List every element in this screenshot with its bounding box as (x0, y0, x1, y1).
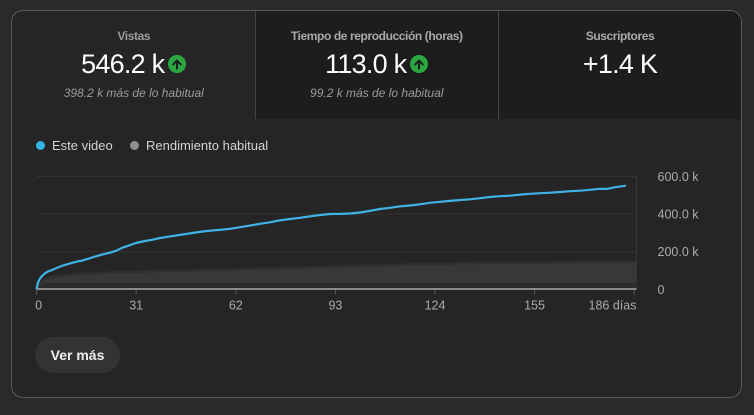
svg-text:31: 31 (129, 299, 143, 313)
svg-text:0: 0 (658, 283, 665, 297)
svg-text:0: 0 (35, 299, 42, 313)
svg-text:155: 155 (524, 299, 545, 313)
svg-text:62: 62 (229, 299, 243, 313)
svg-text:400.0 k: 400.0 k (658, 208, 700, 222)
svg-text:124: 124 (425, 299, 446, 313)
svg-text:200.0 k: 200.0 k (658, 245, 700, 259)
svg-text:186 días: 186 días (589, 299, 637, 313)
svg-text:600.0 k: 600.0 k (658, 170, 700, 184)
svg-text:93: 93 (328, 299, 342, 313)
